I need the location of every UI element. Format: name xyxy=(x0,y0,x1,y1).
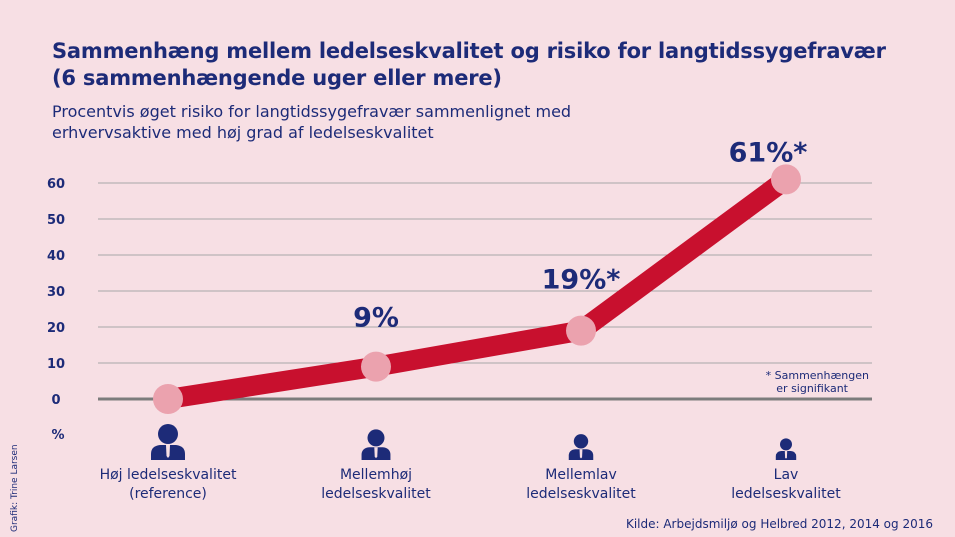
category-label-1: Høj ledelseskvalitet (reference) xyxy=(68,466,268,504)
category-label-1-line-2: (reference) xyxy=(129,486,207,502)
data-point-2 xyxy=(361,351,391,382)
data-label-2: 9% xyxy=(353,303,399,334)
y-axis-unit-label: % xyxy=(51,428,64,443)
chart-subtitle-line-1: Procentvis øget risiko for langtidssygef… xyxy=(52,102,572,121)
y-tick-label-20: 20 xyxy=(47,321,65,336)
category-label-2: Mellemhøj ledelseskvalitet xyxy=(276,466,476,504)
data-point-3 xyxy=(566,315,596,346)
y-tick-label-30: 30 xyxy=(47,285,65,300)
person-icon xyxy=(568,434,594,460)
data-point-1 xyxy=(153,384,183,414)
chart-title: Sammenhæng mellem ledelseskvalitet og ri… xyxy=(52,38,932,92)
category-label-3-line-2: ledelseskvalitet xyxy=(526,486,636,502)
significance-note-line-1: * Sammenhængen xyxy=(766,369,869,382)
series-line xyxy=(158,169,796,409)
person-icon xyxy=(775,438,797,460)
category-label-1-line-1: Høj ledelseskvalitet xyxy=(99,467,237,483)
category-label-2-line-1: Mellemhøj xyxy=(339,467,413,483)
category-label-4: Lav ledelseskvalitet xyxy=(686,466,886,504)
y-tick-label-60: 60 xyxy=(47,177,65,192)
person-icon xyxy=(151,424,185,460)
person-icon xyxy=(361,429,391,460)
significance-note-line-2: er signifikant xyxy=(776,382,848,395)
category-label-3: Mellemlav ledelseskvalitet xyxy=(481,466,681,504)
y-tick-label-50: 50 xyxy=(47,213,65,228)
data-label-4: 61%* xyxy=(729,137,808,168)
category-label-4-line-1: Lav xyxy=(773,467,799,483)
category-label-4-line-2: ledelseskvalitet xyxy=(731,486,841,502)
y-tick-label-40: 40 xyxy=(47,249,65,264)
y-tick-label-10: 10 xyxy=(47,357,65,372)
data-point-4 xyxy=(771,164,801,195)
chart-title-line-2: (6 sammenhængende uger eller mere) xyxy=(52,66,502,90)
graphic-credit: Grafik: Trine Larsen xyxy=(10,444,20,532)
category-label-3-line-1: Mellemlav xyxy=(545,467,617,483)
y-tick-label-0: 0 xyxy=(51,393,60,408)
source-text: Kilde: Arbejdsmiljø og Helbred 2012, 201… xyxy=(625,517,933,531)
data-label-3: 19%* xyxy=(542,265,621,296)
category-label-2-line-2: ledelseskvalitet xyxy=(321,486,431,502)
chart-subtitle: Procentvis øget risiko for langtidssygef… xyxy=(52,101,932,143)
chart-title-line-1: Sammenhæng mellem ledelseskvalitet og ri… xyxy=(52,39,886,63)
chart-subtitle-line-2: erhvervsaktive med høj grad af ledelsesk… xyxy=(52,123,434,142)
